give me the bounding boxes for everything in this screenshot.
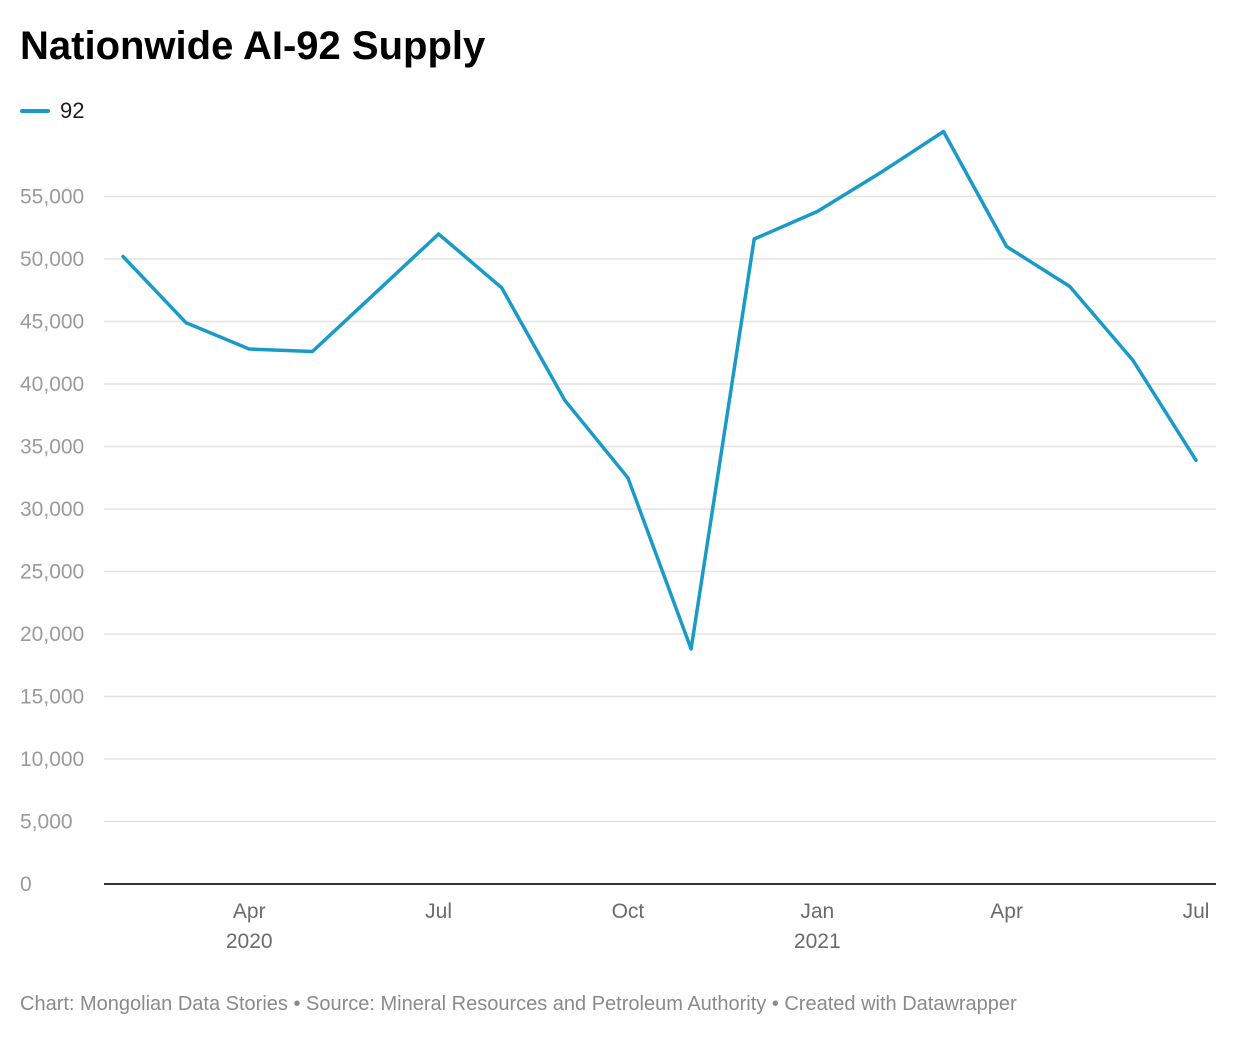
- page-title: Nationwide AI-92 Supply: [20, 24, 486, 68]
- y-tick-label: 45,000: [20, 311, 84, 334]
- x-tick-label: Oct: [612, 900, 645, 923]
- y-tick-label: 35,000: [20, 436, 84, 459]
- y-tick-label: 0: [20, 873, 32, 896]
- y-tick-label: 30,000: [20, 498, 84, 521]
- series-line-92: [121, 129, 1198, 651]
- x-tick-label: Jul: [1183, 900, 1210, 923]
- y-tick-label: 20,000: [20, 623, 84, 646]
- y-tick-label: 55,000: [20, 186, 84, 209]
- x-tick-label: Jul: [425, 900, 452, 923]
- y-tick-label: 25,000: [20, 561, 84, 584]
- y-tick-label: 5,000: [20, 811, 73, 834]
- chart-footer-credit: Chart: Mongolian Data Stories • Source: …: [20, 993, 1017, 1015]
- x-tick-label: Apr: [990, 900, 1023, 923]
- y-tick-label: 40,000: [20, 373, 84, 396]
- y-tick-label: 50,000: [20, 248, 84, 271]
- y-tick-label: 10,000: [20, 748, 84, 771]
- legend-label-92: 92: [60, 98, 85, 123]
- legend-swatch-92: [20, 109, 50, 113]
- legend: 92: [20, 97, 84, 125]
- y-tick-label: 15,000: [20, 686, 84, 709]
- x-tick-year-label: 2021: [794, 930, 841, 953]
- x-tick-year-label: 2020: [226, 930, 273, 953]
- x-tick-label: Apr: [233, 900, 266, 923]
- x-tick-label: Jan: [800, 900, 834, 923]
